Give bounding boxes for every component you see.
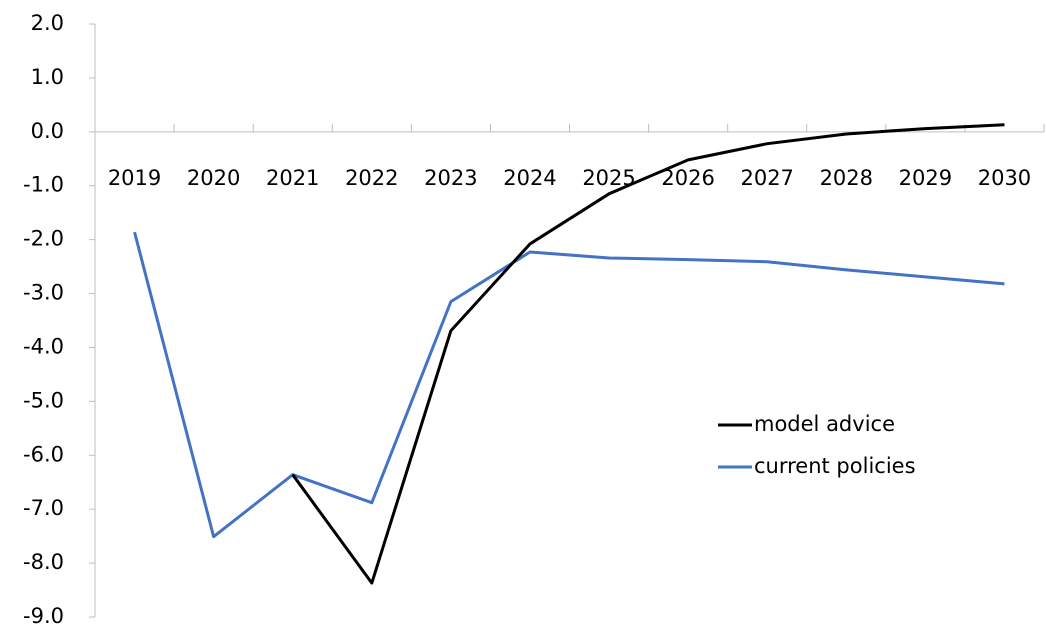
y-tick-label: -4.0 [23, 334, 64, 358]
x-tick-label: 2028 [820, 166, 873, 190]
y-tick-label: 0.0 [31, 119, 64, 143]
x-tick-label: 2027 [740, 166, 793, 190]
y-tick-label: -5.0 [23, 388, 64, 412]
x-tick-label: 2021 [266, 166, 319, 190]
x-tick-label: 2022 [345, 166, 398, 190]
x-tick-label: 2023 [424, 166, 477, 190]
legend-label: model advice [754, 412, 895, 436]
legend-label: current policies [754, 454, 916, 478]
y-tick-label: 1.0 [31, 65, 64, 89]
y-tick-label: -3.0 [23, 281, 64, 305]
x-tick-label: 2026 [661, 166, 714, 190]
x-tick-label: 2019 [108, 166, 161, 190]
y-tick-label: -8.0 [23, 550, 64, 574]
series-line [133, 231, 1005, 539]
x-tick-label: 2024 [503, 166, 556, 190]
x-tick-label: 2020 [187, 166, 240, 190]
y-tick-label: 2.0 [31, 11, 64, 35]
series-line [291, 123, 1005, 585]
y-tick-label: -2.0 [23, 227, 64, 251]
x-tick-label: 2030 [978, 166, 1031, 190]
y-tick-label: -7.0 [23, 496, 64, 520]
y-tick-label: -6.0 [23, 442, 64, 466]
y-tick-label: -9.0 [23, 604, 64, 628]
y-tick-label: -1.0 [23, 173, 64, 197]
x-tick-label: 2029 [899, 166, 952, 190]
